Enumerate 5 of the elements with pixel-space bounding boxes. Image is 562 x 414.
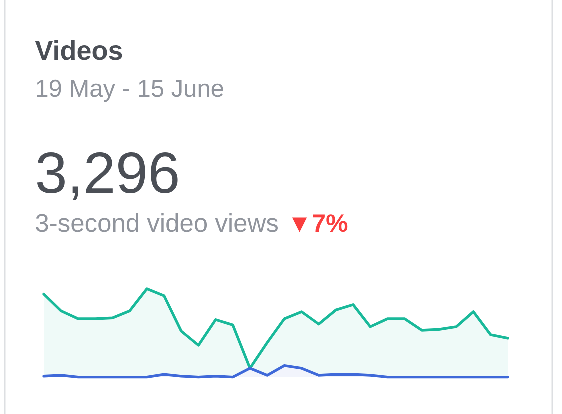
text: 3-second video views xyxy=(36,214,278,232)
chart-title: Videos xyxy=(35,40,122,60)
chart-subtitle: 19 May - 15 June xyxy=(37,80,224,102)
text: 3,296 xyxy=(37,152,178,200)
text: ▼7% xyxy=(292,214,348,232)
